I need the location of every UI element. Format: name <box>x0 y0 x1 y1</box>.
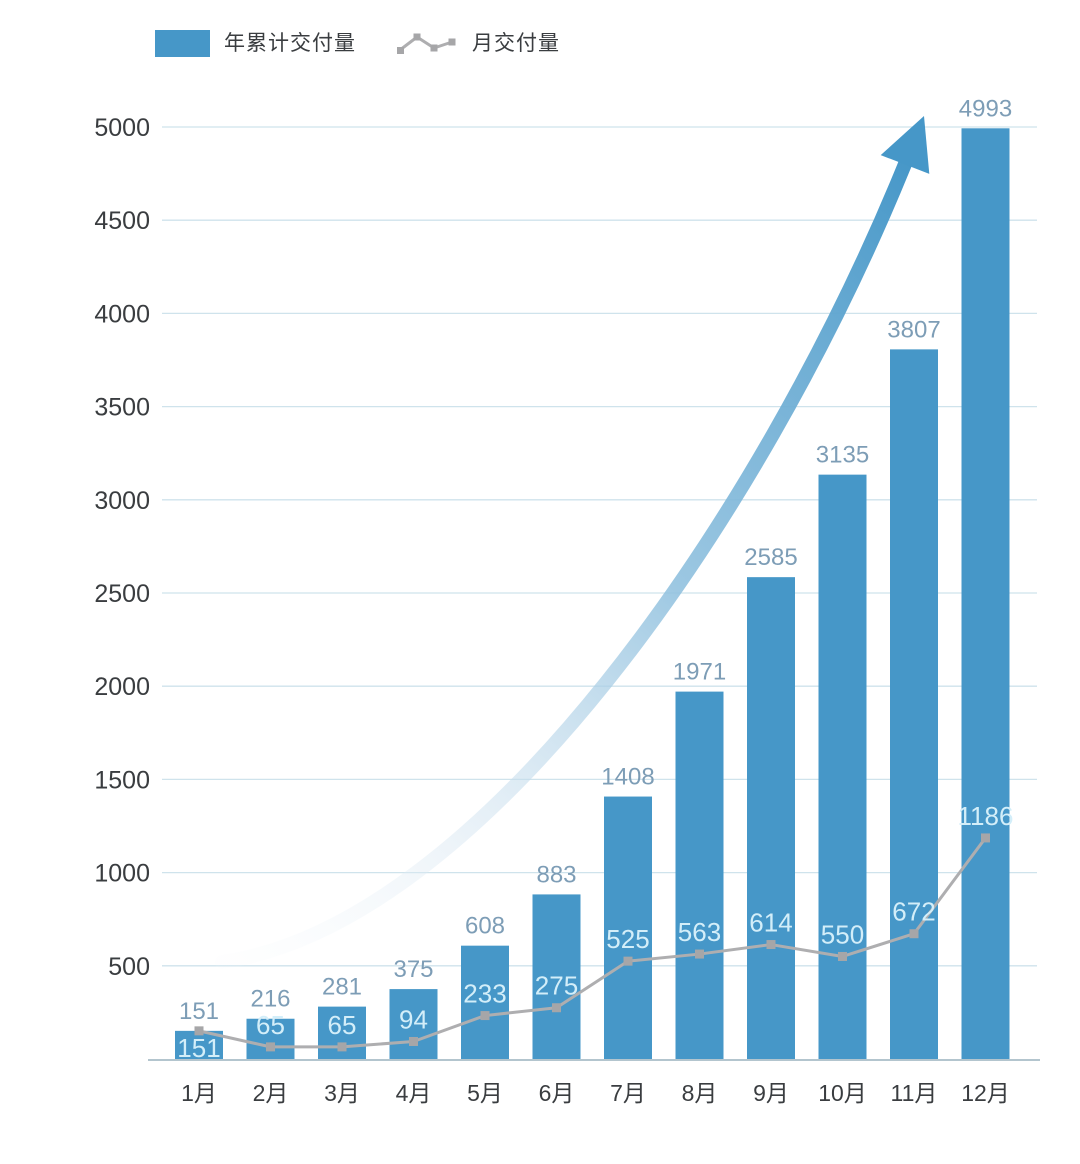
legend-bar-swatch <box>155 30 210 57</box>
line-marker <box>266 1042 275 1052</box>
bar-value-label: 3135 <box>816 442 869 469</box>
legend-line-label: 月交付量 <box>472 32 560 55</box>
line-value-label: 151 <box>177 1033 220 1063</box>
line-marker <box>909 929 919 939</box>
x-tick-label: 12月 <box>961 1080 1010 1106</box>
monthly-line <box>198 837 987 1049</box>
bar-value-label: 151 <box>179 998 219 1025</box>
line-marker <box>337 1042 347 1052</box>
bar-value-label: 281 <box>322 974 362 1001</box>
line-value-label: 525 <box>606 924 649 954</box>
line-value-label: 275 <box>535 971 578 1001</box>
x-tick-label: 4月 <box>396 1080 432 1106</box>
line-value-label: 550 <box>821 919 864 949</box>
legend-line-icon <box>397 33 456 54</box>
y-tick-label: 1000 <box>94 860 150 888</box>
y-tick-label: 4500 <box>94 207 150 235</box>
bar-series <box>175 128 1010 1059</box>
x-tick-label: 3月 <box>324 1080 360 1106</box>
y-axis-tick-labels: 500 1000 1500 2000 2500 3000 3500 4000 4500 5000 <box>94 114 150 981</box>
bar-6月 <box>532 894 581 1059</box>
bar-9月 <box>747 577 795 1059</box>
y-tick-label: 500 <box>108 953 150 981</box>
line-value-label: 1186 <box>958 801 1014 831</box>
x-tick-label: 6月 <box>539 1080 575 1106</box>
bar-12月 <box>961 128 1010 1059</box>
bar-value-labels: 151 216 281 375 608 883 1408 1971 2585 3135 3807 49… <box>179 95 1012 1025</box>
line-marker <box>194 1026 204 1036</box>
line-series <box>194 833 990 1052</box>
line-value-label: 614 <box>749 908 792 938</box>
line-marker <box>480 1011 490 1021</box>
line-marker <box>409 1036 418 1046</box>
bar-value-label: 375 <box>393 956 433 983</box>
bar-value-label: 1408 <box>601 764 654 791</box>
y-tick-label: 4000 <box>94 300 150 328</box>
y-tick-label: 2500 <box>94 580 150 608</box>
y-tick-label: 2000 <box>94 673 150 701</box>
line-value-label: 94 <box>399 1004 428 1034</box>
line-value-label: 672 <box>892 897 935 927</box>
y-tick-label: 1500 <box>94 766 150 794</box>
bar-value-label: 2585 <box>744 544 797 571</box>
y-tick-label: 3500 <box>94 394 150 422</box>
y-tick-label: 3000 <box>94 487 150 515</box>
bar-5月 <box>461 945 509 1059</box>
legend-bar-label: 年累计交付量 <box>224 32 356 55</box>
x-tick-label: 8月 <box>682 1080 718 1106</box>
bar-8月 <box>675 691 724 1059</box>
line-value-label: 563 <box>678 917 721 947</box>
x-axis-tick-labels: 1月 2月 3月 4月 5月 6月 7月 8月 9月 10月 11月 12月 <box>181 1080 1010 1106</box>
x-tick-label: 10月 <box>818 1080 867 1106</box>
line-marker <box>766 940 776 950</box>
growth-arrow-head <box>880 116 930 174</box>
bar-value-label: 216 <box>250 986 290 1013</box>
bar-7月 <box>604 796 652 1059</box>
bar-10月 <box>818 474 867 1059</box>
y-gridlines <box>162 126 1037 967</box>
line-marker <box>552 1003 561 1013</box>
bar-11月 <box>890 349 938 1059</box>
bar-4月 <box>389 989 438 1059</box>
line-value-label: 65 <box>256 1010 285 1040</box>
line-marker <box>838 951 847 961</box>
growth-trend-arrow <box>215 116 930 969</box>
x-tick-label: 2月 <box>253 1080 289 1106</box>
x-tick-label: 1月 <box>181 1080 217 1106</box>
line-value-label: 233 <box>463 979 506 1009</box>
line-marker <box>623 956 633 966</box>
legend: 年累计交付量 月交付量 <box>155 30 560 57</box>
bar-value-label: 608 <box>465 913 505 940</box>
x-tick-label: 9月 <box>753 1080 789 1106</box>
line-marker <box>695 949 704 959</box>
line-value-label: 65 <box>328 1010 357 1040</box>
y-tick-label: 5000 <box>94 114 150 142</box>
bar-value-label: 4993 <box>959 95 1012 122</box>
bar-2月 <box>246 1018 295 1059</box>
growth-arrow-shaft <box>215 157 912 969</box>
x-tick-label: 11月 <box>891 1080 938 1106</box>
bar-value-label: 3807 <box>887 316 940 343</box>
line-value-labels: 151 65 65 94 233 275 525 563 614 550 672 1186 <box>177 801 1013 1063</box>
x-tick-label: 7月 <box>610 1080 646 1106</box>
line-marker <box>981 833 990 843</box>
bar-value-label: 883 <box>536 861 576 888</box>
bar-value-label: 1971 <box>673 659 726 686</box>
x-tick-label: 5月 <box>467 1080 503 1106</box>
